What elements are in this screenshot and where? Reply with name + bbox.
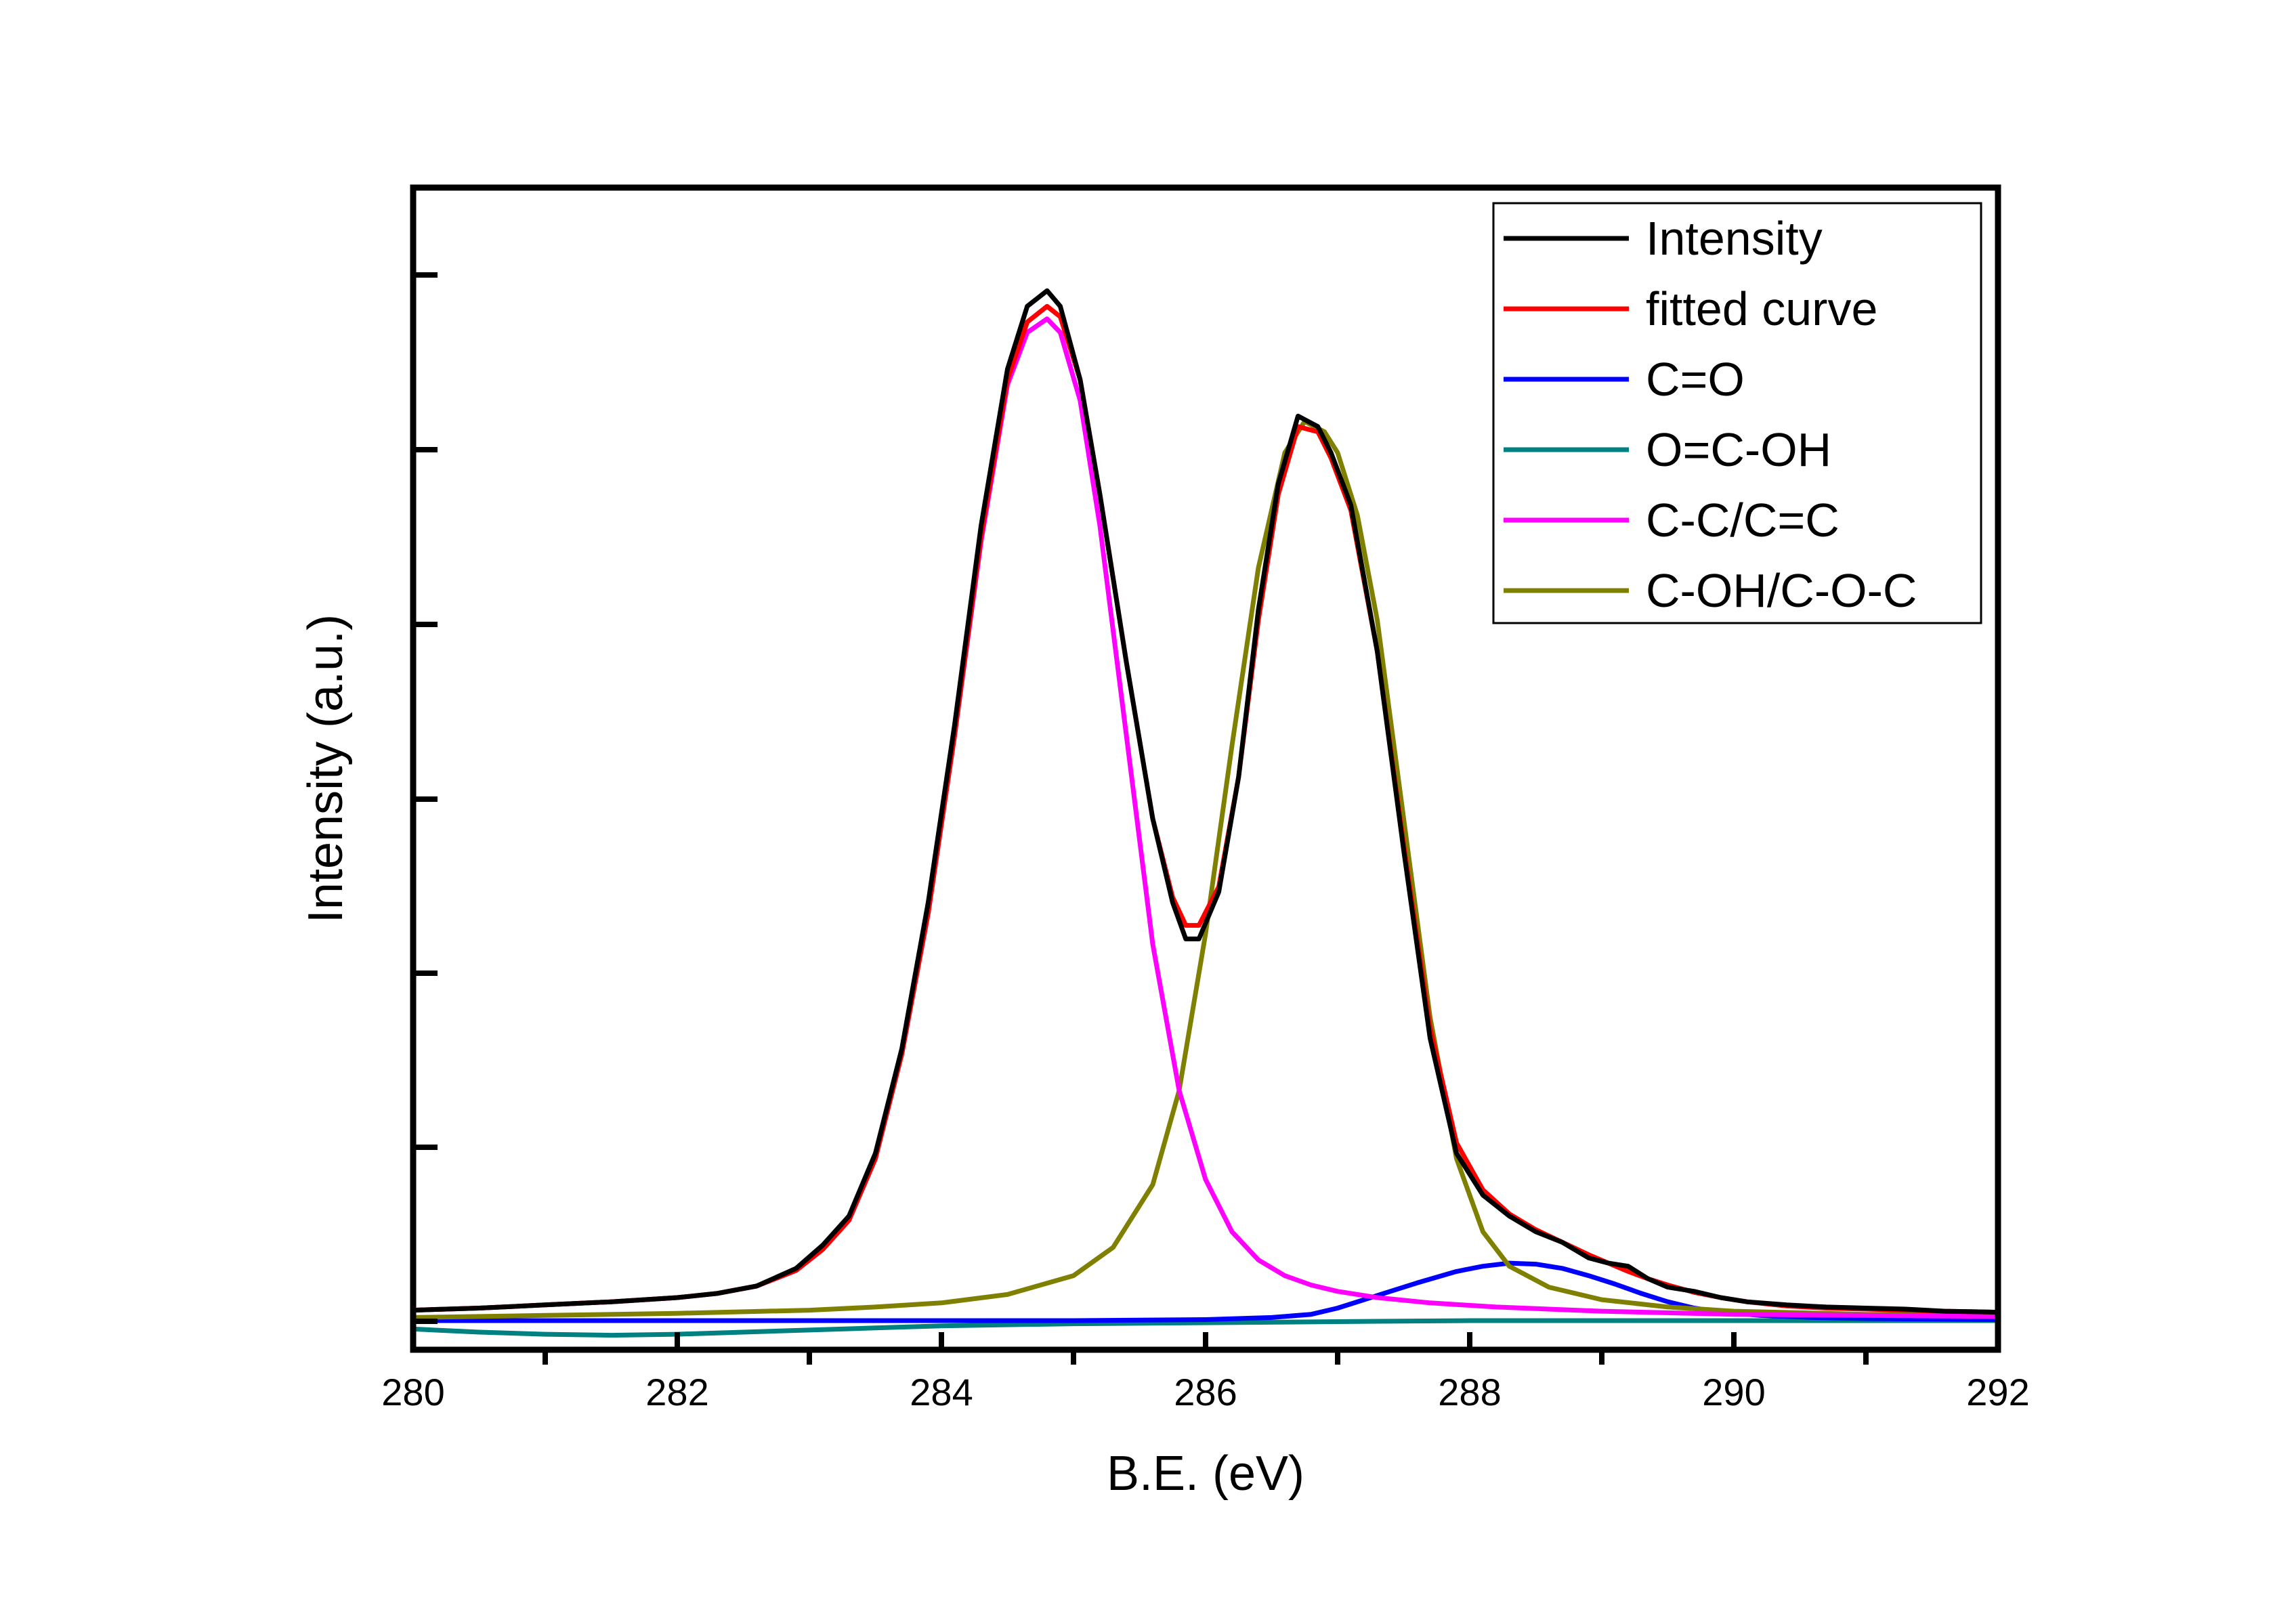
legend-box [1492, 202, 1982, 624]
y-axis-title: Intensity (a.u.) [299, 614, 353, 923]
x-tick-label: 284 [910, 1371, 973, 1413]
x-tick-label: 290 [1702, 1371, 1765, 1413]
legend-label: O=C-OH [1646, 423, 1831, 476]
legend-label: fitted curve [1646, 282, 1877, 335]
x-tick-label: 282 [645, 1371, 708, 1413]
legend-label: C=O [1646, 353, 1745, 406]
series-layer [410, 288, 2001, 1338]
ticks-layer: 280 282 284 286 288 290 292 [381, 272, 2030, 1413]
series-line-intensity [410, 288, 2001, 1315]
x-tick-label: 286 [1174, 1371, 1237, 1413]
x-tick-label: 280 [381, 1371, 444, 1413]
series-line-o-c-oh [410, 1318, 2001, 1338]
legend: Intensity fitted curve C=O O=C-OH C-C/C=C C-O… [1492, 202, 1982, 624]
x-axis-title: B.E. (eV) [1107, 1447, 1304, 1501]
legend-label: C-C/C=C [1646, 494, 1840, 547]
legend-label: C-OH/C-O-C [1646, 564, 1917, 617]
x-tick-label: 292 [1966, 1371, 2029, 1413]
x-tick-label: 288 [1438, 1371, 1501, 1413]
legend-label: Intensity [1646, 212, 1823, 265]
